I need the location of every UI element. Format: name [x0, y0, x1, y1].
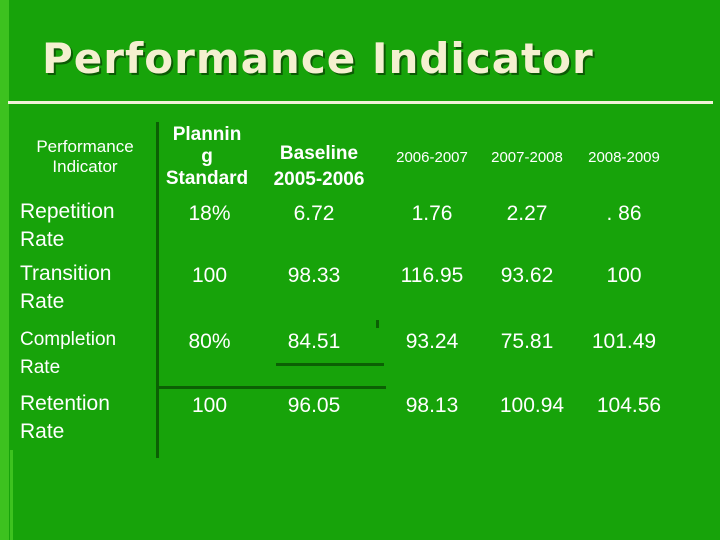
row-label-line: Repetition — [20, 200, 115, 223]
header-line: Standard — [165, 168, 249, 189]
cell-planning: 18% — [188, 202, 231, 225]
header-baseline: Baseline 2005-2006 — [259, 124, 379, 210]
performance-table: Performance Indicator Plannin g Standard… — [14, 114, 714, 458]
cell-2006-2007: 116.95 — [400, 264, 464, 287]
header-line: Indicator — [52, 157, 118, 176]
cell-planning: 100 — [191, 264, 228, 287]
row-label-line: Retention — [20, 392, 110, 415]
cell-2007-2008: 100.94 — [499, 394, 565, 417]
row-label-retention: Retention Rate — [20, 390, 160, 450]
row-label-repetition: Repetition Rate — [20, 198, 160, 258]
decorative-stripe — [10, 450, 13, 540]
decorative-stripe — [0, 0, 9, 540]
header-line: Baseline — [279, 143, 359, 164]
title-underline — [8, 101, 713, 104]
row-label-transition: Transition Rate — [20, 260, 160, 320]
cell-2008-2009: 100 — [606, 264, 642, 287]
cell-2006-2007: 98.13 — [405, 394, 459, 417]
table-divider — [276, 363, 384, 366]
cell-baseline: 84.51 — [287, 330, 341, 353]
table-divider — [159, 386, 386, 389]
row-label-line: Rate — [20, 357, 61, 378]
table-divider — [376, 320, 379, 328]
header-2007-2008: 2007-2008 — [491, 148, 563, 166]
row-label-line: Completion — [20, 329, 117, 350]
cell-2007-2008: 93.62 — [500, 264, 554, 287]
cell-2007-2008: 2.27 — [506, 202, 548, 225]
header-line: g — [201, 146, 213, 167]
cell-baseline: 96.05 — [287, 394, 341, 417]
cell-baseline: 98.33 — [287, 264, 341, 287]
cell-baseline: 6.72 — [293, 202, 335, 225]
row-label-line: Rate — [20, 290, 65, 313]
row-label-completion: Completion Rate — [20, 326, 160, 386]
cell-2007-2008: 75.81 — [500, 330, 554, 353]
header-line: 2005-2006 — [273, 169, 365, 190]
header-indicator: Performance Indicator — [14, 114, 156, 200]
row-label-line: Rate — [20, 420, 65, 443]
header-line: Plannin — [172, 124, 242, 145]
header-2008-2009: 2008-2009 — [588, 148, 660, 166]
slide-title: Performance Indicator — [42, 34, 594, 83]
header-line: Performance — [36, 137, 134, 156]
header-2006-2007: 2006-2007 — [396, 148, 468, 166]
cell-2008-2009: . 86 — [606, 202, 642, 225]
table-divider — [156, 122, 159, 458]
cell-2008-2009: 101.49 — [591, 330, 657, 353]
cell-2006-2007: 1.76 — [411, 202, 453, 225]
cell-planning: 80% — [188, 330, 231, 353]
header-planning-standard: Plannin g Standard — [162, 114, 252, 200]
cell-2008-2009: 104.56 — [596, 394, 662, 417]
cell-planning: 100 — [191, 394, 228, 417]
row-label-line: Transition — [20, 262, 112, 285]
cell-2006-2007: 93.24 — [405, 330, 459, 353]
row-label-line: Rate — [20, 228, 65, 251]
